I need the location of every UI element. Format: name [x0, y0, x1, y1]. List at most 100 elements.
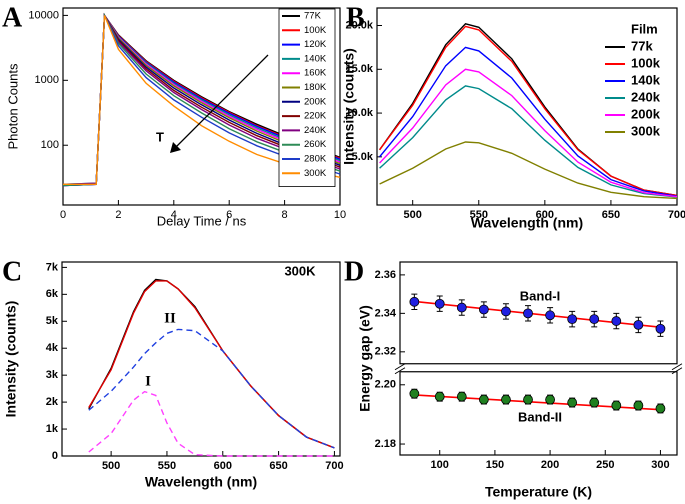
x-tick-label: 550 [470, 209, 488, 221]
x-tick-label: 100 [431, 459, 449, 471]
marker [409, 388, 420, 399]
annotation: I [145, 373, 151, 389]
marker [478, 304, 489, 315]
marker [456, 302, 467, 313]
legend-label: 140k [631, 72, 661, 87]
legend-label: 160K [304, 68, 327, 79]
series-line [379, 141, 678, 200]
y-tick-label: 10000 [28, 9, 59, 21]
marker [501, 394, 511, 405]
legend-label: 120K [304, 39, 327, 50]
marker [611, 400, 622, 411]
panel-label: C [2, 256, 22, 287]
marker [523, 394, 533, 405]
legend-label: 300k [631, 123, 661, 138]
x-tick-label: 650 [602, 209, 620, 221]
y-tick-label: 3k [46, 369, 59, 381]
legend-box [278, 8, 336, 188]
y-tick-label: 1k [46, 423, 59, 435]
legend-label: 140K [304, 53, 327, 64]
panel-label: A [2, 2, 23, 33]
x-tick-label: 500 [404, 209, 422, 221]
x-tick-label: 2 [115, 209, 121, 221]
annotation: II [164, 310, 176, 326]
x-axis-label: Temperature (K) [485, 484, 592, 500]
legend-label: 300K [304, 168, 327, 179]
y-axis-label: Energy gap (eV) [357, 305, 373, 412]
y-tick-label: 0 [52, 450, 58, 462]
marker [655, 403, 666, 414]
x-axis-label: Wavelength (nm) [145, 474, 257, 490]
panel-label: D [344, 256, 364, 287]
series-line [88, 278, 335, 449]
arrow-head [170, 142, 181, 153]
x-tick-label: 6 [226, 209, 232, 221]
series-line [379, 68, 678, 198]
x-tick-label: 0 [60, 209, 66, 221]
plot-frame [399, 261, 678, 365]
marker [523, 308, 533, 319]
annotation: T [156, 129, 164, 144]
annotation: 300K [284, 263, 316, 278]
y-axis-label: Intensity (counts) [3, 301, 19, 418]
marker [567, 314, 578, 325]
x-axis-label: Delay Time / ns [157, 213, 247, 228]
marker [545, 394, 555, 405]
y-tick-label: 6k [46, 288, 59, 300]
x-tick-label: 8 [282, 209, 288, 221]
marker [478, 394, 489, 405]
legend-label: 180K [304, 82, 327, 93]
y-tick-label: 5.0k [352, 151, 374, 163]
marker [434, 391, 445, 402]
marker [456, 391, 467, 402]
fit-line [414, 300, 661, 328]
annotation: Band-I [520, 288, 560, 303]
marker [589, 397, 600, 408]
x-tick-label: 700 [668, 209, 685, 221]
marker [434, 298, 445, 309]
marker [567, 397, 578, 408]
y-tick-label: 20.0k [345, 19, 373, 31]
annotation: Band-II [518, 409, 562, 424]
series-line [379, 25, 678, 197]
plot-frame [399, 371, 678, 456]
y-tick-label: 2.32 [375, 346, 396, 358]
y-tick-label: 4k [46, 342, 59, 354]
x-tick-label: 10 [334, 209, 346, 221]
y-tick-label: 2.18 [375, 438, 396, 450]
marker [633, 319, 644, 330]
marker [501, 306, 511, 317]
legend-label: 100K [304, 25, 327, 36]
legend-label: 100k [631, 55, 661, 70]
x-tick-label: 550 [158, 460, 176, 472]
marker [545, 310, 555, 321]
plot-frame [61, 261, 341, 457]
series-line [379, 46, 678, 197]
fit-line [414, 394, 661, 411]
marker [589, 314, 600, 325]
marker [611, 316, 622, 326]
x-tick-label: 300 [651, 459, 669, 471]
series-line [379, 85, 678, 198]
y-axis-label: Photon Counts [5, 63, 20, 150]
series-line [88, 390, 335, 457]
y-tick-label: 5k [46, 315, 59, 327]
legend-label: 240K [304, 125, 327, 136]
legend-label: 260K [304, 139, 327, 150]
axis-break [394, 367, 406, 375]
axis-break [671, 367, 683, 375]
legend-label: 280K [304, 154, 327, 165]
x-tick-label: 600 [214, 460, 232, 472]
y-tick-label: 2k [46, 396, 59, 408]
x-tick-label: 4 [171, 209, 177, 221]
marker [655, 323, 666, 334]
axis-break [671, 363, 683, 371]
marker [409, 296, 420, 307]
x-tick-label: 600 [536, 209, 554, 221]
legend-title: Film [631, 21, 658, 36]
y-axis-label: Intensity (counts) [341, 48, 357, 165]
y-tick-label: 2.36 [375, 269, 396, 281]
y-tick-label: 15.0k [345, 63, 373, 75]
panel-label: B [346, 2, 365, 33]
legend-label: 200k [631, 106, 661, 121]
